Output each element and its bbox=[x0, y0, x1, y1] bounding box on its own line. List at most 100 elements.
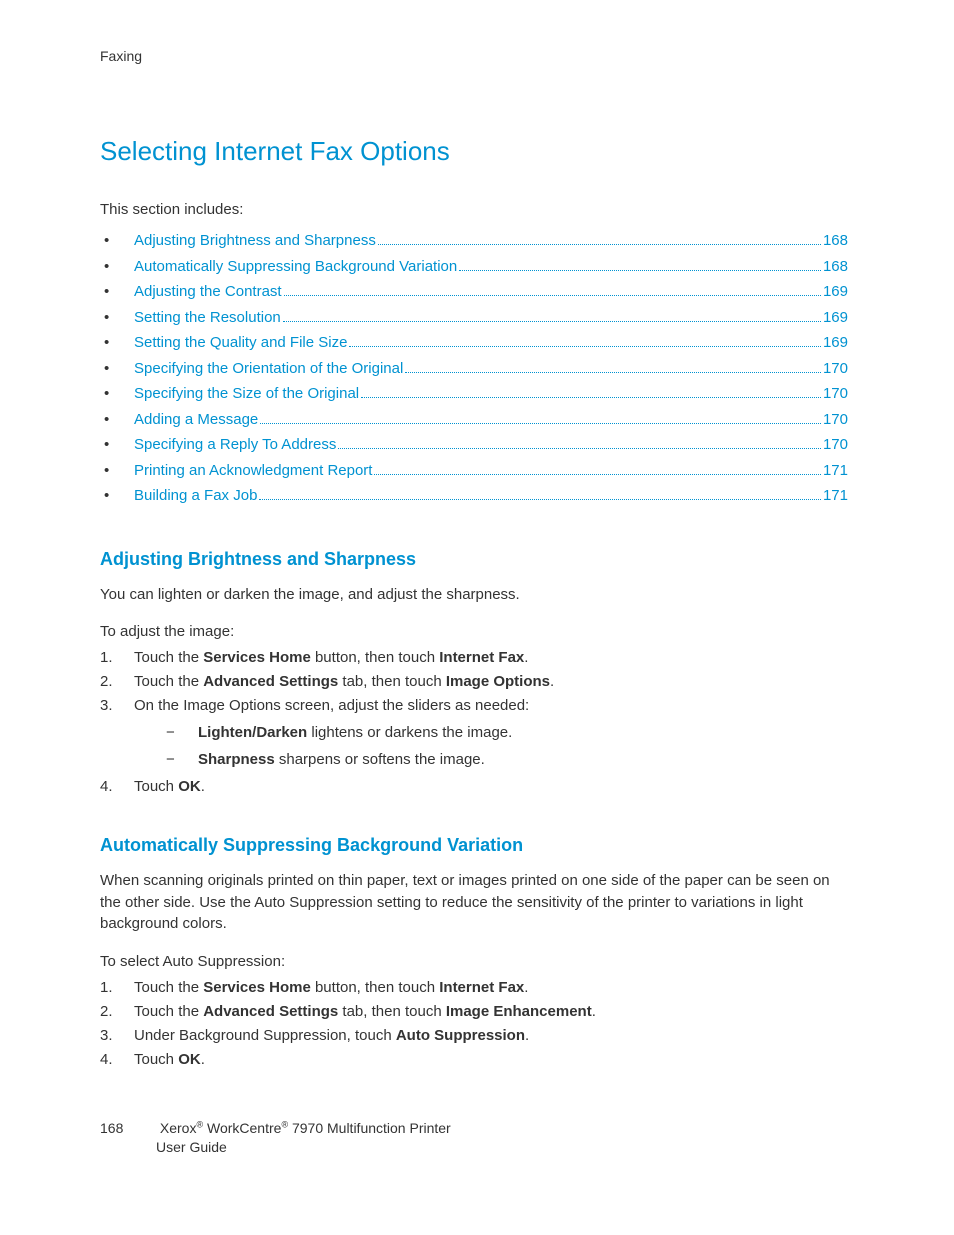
toc-leader bbox=[361, 397, 821, 398]
toc-list: •Adjusting Brightness and Sharpness168•A… bbox=[100, 228, 848, 509]
document-page: Faxing Selecting Internet Fax Options Th… bbox=[0, 0, 954, 1235]
step-item: 2. Touch the Advanced Settings tab, then… bbox=[100, 1000, 848, 1024]
toc-item: •Automatically Suppressing Background Va… bbox=[100, 254, 848, 280]
toc-page[interactable]: 169 bbox=[823, 330, 848, 356]
toc-link[interactable]: Specifying a Reply To Address bbox=[134, 432, 336, 458]
step-body: Under Background Suppression, touch Auto… bbox=[134, 1024, 848, 1048]
toc-page[interactable]: 169 bbox=[823, 279, 848, 305]
step-item: 3. On the Image Options screen, adjust t… bbox=[100, 694, 848, 775]
section-heading-suppression: Automatically Suppressing Background Var… bbox=[100, 835, 848, 856]
step-number: 2. bbox=[100, 1000, 134, 1024]
section-para: When scanning originals printed on thin … bbox=[100, 870, 848, 935]
page-footer: 168 Xerox® WorkCentre® 7970 Multifunctio… bbox=[100, 1119, 451, 1157]
toc-item: •Setting the Resolution 169 bbox=[100, 305, 848, 331]
toc-item: •Adjusting the Contrast 169 bbox=[100, 279, 848, 305]
toc-item: •Adjusting Brightness and Sharpness 168 bbox=[100, 228, 848, 254]
toc-link[interactable]: Setting the Resolution bbox=[134, 305, 281, 331]
toc-link[interactable]: Building a Fax Job bbox=[134, 483, 257, 509]
toc-link[interactable]: Specifying the Orientation of the Origin… bbox=[134, 356, 403, 382]
steps-list: 1. Touch the Services Home button, then … bbox=[100, 976, 848, 1072]
step-body: Touch the Advanced Settings tab, then to… bbox=[134, 670, 848, 694]
toc-link[interactable]: Adjusting Brightness and Sharpness bbox=[134, 228, 376, 254]
step-item: 4. Touch OK. bbox=[100, 1048, 848, 1072]
step-body: Touch the Advanced Settings tab, then to… bbox=[134, 1000, 848, 1024]
toc-leader bbox=[374, 474, 820, 475]
toc-page[interactable]: 170 bbox=[823, 432, 848, 458]
dash-icon: − bbox=[164, 720, 198, 746]
toc-page[interactable]: 168 bbox=[823, 228, 848, 254]
bullet-icon: • bbox=[100, 381, 134, 407]
footer-line2: User Guide bbox=[156, 1139, 227, 1155]
toc-leader bbox=[259, 499, 821, 500]
bullet-icon: • bbox=[100, 228, 134, 254]
bullet-icon: • bbox=[100, 330, 134, 356]
toc-item: •Specifying the Size of the Original 170 bbox=[100, 381, 848, 407]
substep-item: − Lighten/Darken lightens or darkens the… bbox=[164, 720, 848, 746]
step-number: 4. bbox=[100, 1048, 134, 1072]
toc-page[interactable]: 171 bbox=[823, 458, 848, 484]
step-body: On the Image Options screen, adjust the … bbox=[134, 694, 848, 775]
section-heading-brightness: Adjusting Brightness and Sharpness bbox=[100, 549, 848, 570]
bullet-icon: • bbox=[100, 305, 134, 331]
steps-list: 1. Touch the Services Home button, then … bbox=[100, 646, 848, 799]
step-item: 2. Touch the Advanced Settings tab, then… bbox=[100, 670, 848, 694]
step-number: 3. bbox=[100, 1024, 134, 1048]
bullet-icon: • bbox=[100, 432, 134, 458]
toc-leader bbox=[405, 372, 821, 373]
toc-leader bbox=[378, 244, 821, 245]
toc-leader bbox=[338, 448, 821, 449]
step-number: 1. bbox=[100, 646, 134, 670]
substeps-list: − Lighten/Darken lightens or darkens the… bbox=[164, 720, 848, 773]
intro-text: This section includes: bbox=[100, 201, 848, 218]
toc-link[interactable]: Adjusting the Contrast bbox=[134, 279, 282, 305]
section-para: You can lighten or darken the image, and… bbox=[100, 584, 848, 606]
step-item: 3. Under Background Suppression, touch A… bbox=[100, 1024, 848, 1048]
bullet-icon: • bbox=[100, 356, 134, 382]
substep-item: − Sharpness sharpens or softens the imag… bbox=[164, 747, 848, 773]
toc-item: •Adding a Message 170 bbox=[100, 407, 848, 433]
section-lead: To select Auto Suppression: bbox=[100, 953, 848, 970]
toc-item: •Specifying the Orientation of the Origi… bbox=[100, 356, 848, 382]
footer-line1: Xerox® WorkCentre® 7970 Multifunction Pr… bbox=[160, 1120, 451, 1136]
toc-page[interactable]: 170 bbox=[823, 381, 848, 407]
toc-page[interactable]: 168 bbox=[823, 254, 848, 280]
toc-item: •Setting the Quality and File Size 169 bbox=[100, 330, 848, 356]
step-item: 4. Touch OK. bbox=[100, 775, 848, 799]
step-number: 2. bbox=[100, 670, 134, 694]
toc-link[interactable]: Adding a Message bbox=[134, 407, 258, 433]
running-header: Faxing bbox=[100, 48, 848, 64]
bullet-icon: • bbox=[100, 458, 134, 484]
step-number: 3. bbox=[100, 694, 134, 775]
bullet-icon: • bbox=[100, 279, 134, 305]
bullet-icon: • bbox=[100, 407, 134, 433]
toc-page[interactable]: 169 bbox=[823, 305, 848, 331]
toc-leader bbox=[283, 321, 821, 322]
step-body: Touch the Services Home button, then tou… bbox=[134, 976, 848, 1000]
toc-page[interactable]: 171 bbox=[823, 483, 848, 509]
step-item: 1. Touch the Services Home button, then … bbox=[100, 646, 848, 670]
toc-item: •Specifying a Reply To Address 170 bbox=[100, 432, 848, 458]
toc-item: •Printing an Acknowledgment Report 171 bbox=[100, 458, 848, 484]
page-number: 168 bbox=[100, 1119, 156, 1138]
toc-link[interactable]: Printing an Acknowledgment Report bbox=[134, 458, 372, 484]
section-lead: To adjust the image: bbox=[100, 623, 848, 640]
step-body: Touch the Services Home button, then tou… bbox=[134, 646, 848, 670]
toc-page[interactable]: 170 bbox=[823, 407, 848, 433]
toc-leader bbox=[459, 270, 821, 271]
step-number: 4. bbox=[100, 775, 134, 799]
toc-item: •Building a Fax Job 171 bbox=[100, 483, 848, 509]
toc-leader bbox=[349, 346, 821, 347]
dash-icon: − bbox=[164, 747, 198, 773]
step-item: 1. Touch the Services Home button, then … bbox=[100, 976, 848, 1000]
toc-link[interactable]: Setting the Quality and File Size bbox=[134, 330, 347, 356]
bullet-icon: • bbox=[100, 483, 134, 509]
toc-page[interactable]: 170 bbox=[823, 356, 848, 382]
step-body: Touch OK. bbox=[134, 775, 848, 799]
toc-link[interactable]: Automatically Suppressing Background Var… bbox=[134, 254, 457, 280]
step-number: 1. bbox=[100, 976, 134, 1000]
page-title: Selecting Internet Fax Options bbox=[100, 136, 848, 167]
step-body: Touch OK. bbox=[134, 1048, 848, 1072]
toc-link[interactable]: Specifying the Size of the Original bbox=[134, 381, 359, 407]
toc-leader bbox=[260, 423, 821, 424]
toc-leader bbox=[284, 295, 821, 296]
